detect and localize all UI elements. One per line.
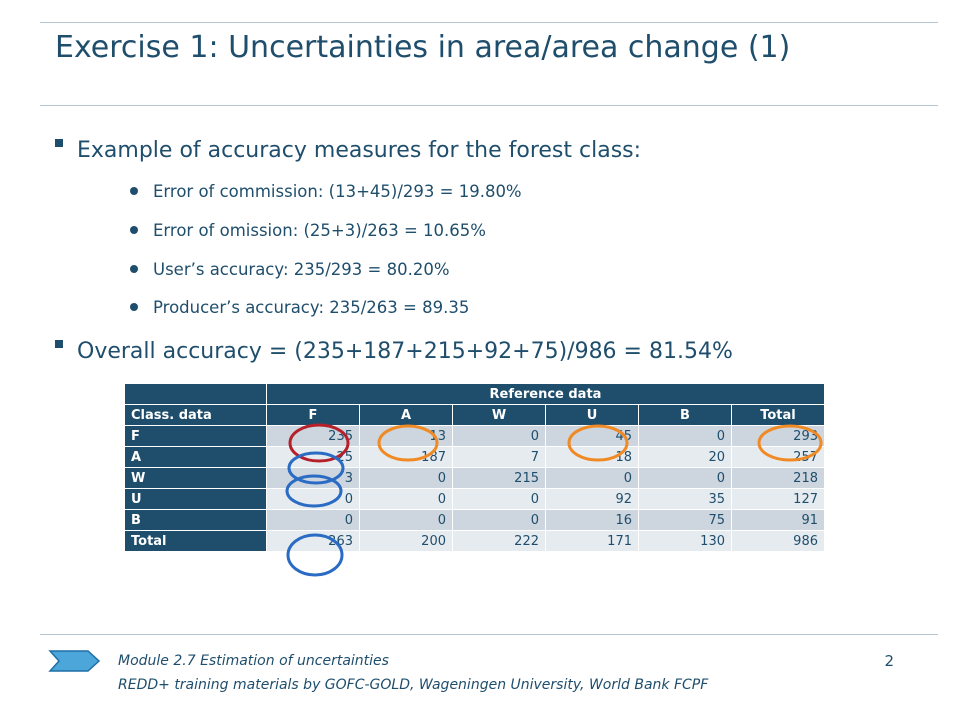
sub-bullet-3-text: User’s accuracy: 235/293 = 80.20% [153,260,450,279]
square-bullet-icon [55,139,63,147]
table-header-row: Reference data [125,384,825,405]
table-cell: 218 [732,468,825,489]
table-cell: 263 [267,531,360,552]
chevron-arrow-icon [48,650,101,672]
table-cell: 45 [546,426,639,447]
dot-bullet-icon [130,226,138,234]
table-cell: 0 [360,489,453,510]
table-corner-blank [125,384,267,405]
table-cell: 92 [546,489,639,510]
table-cell: 16 [546,510,639,531]
square-bullet-icon [55,340,63,348]
table-cell: 3 [267,468,360,489]
column-header: F [267,405,360,426]
table-row: F 235 13 0 45 0 293 [125,426,825,447]
table-cell: 75 [639,510,732,531]
bullet-main-1: Example of accuracy measures for the for… [55,138,641,163]
table-cell: 0 [639,426,732,447]
table-cell: 91 [732,510,825,531]
table-cell: 35 [639,489,732,510]
class-data-header: Class. data [125,405,267,426]
column-header: U [546,405,639,426]
column-header: W [453,405,546,426]
row-header: A [125,447,267,468]
confusion-matrix: Reference data Class. data F A W U B Tot… [125,384,825,552]
table-cell: 0 [360,510,453,531]
table-cell: 0 [453,426,546,447]
table-cell: 0 [546,468,639,489]
title-rule [40,105,938,106]
table-cell: 13 [360,426,453,447]
table-cell: 25 [267,447,360,468]
table-cell: 7 [453,447,546,468]
bullet-main-2: Overall accuracy = (235+187+215+92+75)/9… [55,339,733,364]
reference-data-header: Reference data [267,384,825,405]
sub-bullet-4-text: Producer’s accuracy: 235/263 = 89.35 [153,298,470,317]
table-cell: 257 [732,447,825,468]
table-cell: 18 [546,447,639,468]
table-column-header-row: Class. data F A W U B Total [125,405,825,426]
column-header: Total [732,405,825,426]
table-row: W 3 0 215 0 0 218 [125,468,825,489]
table-cell: 187 [360,447,453,468]
table-cell: 130 [639,531,732,552]
table-cell: 235 [267,426,360,447]
table-cell: 0 [453,510,546,531]
table-cell: 200 [360,531,453,552]
table-cell: 215 [453,468,546,489]
dot-bullet-icon [130,265,138,273]
top-rule [40,22,938,23]
table-cell: 171 [546,531,639,552]
bullet-main-2-text: Overall accuracy = (235+187+215+92+75)/9… [77,339,733,364]
sub-bullet-3: User’s accuracy: 235/293 = 80.20% [130,260,450,279]
row-header: Total [125,531,267,552]
table-cell: 0 [360,468,453,489]
table-cell: 0 [453,489,546,510]
row-header: B [125,510,267,531]
sub-bullet-1-text: Error of commission: (13+45)/293 = 19.80… [153,182,522,201]
table-row: A 25 187 7 18 20 257 [125,447,825,468]
row-header: F [125,426,267,447]
column-header: B [639,405,732,426]
footer-credit-text: REDD+ training materials by GOFC-GOLD, W… [118,677,709,693]
bullet-main-1-text: Example of accuracy measures for the for… [77,138,642,163]
footer-rule [40,634,938,635]
sub-bullet-1: Error of commission: (13+45)/293 = 19.80… [130,182,522,201]
table-row: U 0 0 0 92 35 127 [125,489,825,510]
row-header: W [125,468,267,489]
table-cell: 986 [732,531,825,552]
dot-bullet-icon [130,303,138,311]
sub-bullet-2-text: Error of omission: (25+3)/263 = 10.65% [153,221,486,240]
row-header: U [125,489,267,510]
footer-module-text: Module 2.7 Estimation of uncertainties [118,653,389,669]
table-cell: 222 [453,531,546,552]
table-cell: 0 [267,510,360,531]
confusion-matrix-table: Reference data Class. data F A W U B Tot… [125,384,825,552]
sub-bullet-2: Error of omission: (25+3)/263 = 10.65% [130,221,486,240]
sub-bullet-4: Producer’s accuracy: 235/263 = 89.35 [130,298,469,317]
table-cell: 20 [639,447,732,468]
table-row: B 0 0 0 16 75 91 [125,510,825,531]
column-header: A [360,405,453,426]
table-cell: 0 [267,489,360,510]
table-cell: 0 [639,468,732,489]
table-cell: 293 [732,426,825,447]
table-row: Total 263 200 222 171 130 986 [125,531,825,552]
dot-bullet-icon [130,187,138,195]
table-cell: 127 [732,489,825,510]
page-number: 2 [884,652,894,670]
slide-title: Exercise 1: Uncertainties in area/area c… [55,30,791,65]
